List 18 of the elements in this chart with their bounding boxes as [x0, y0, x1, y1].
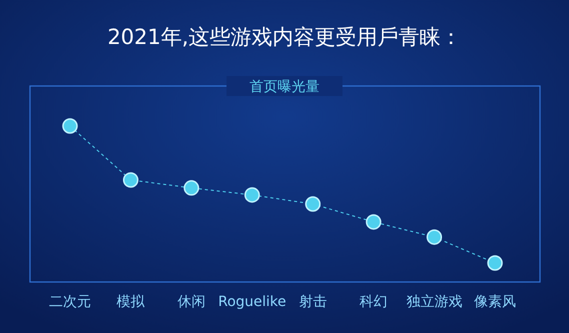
point: [305, 196, 321, 212]
x-tick-label: 射击: [298, 294, 327, 310]
point: [426, 229, 442, 245]
x-tick-label: 科幻: [360, 294, 388, 310]
x-tick-label: Roguelike: [218, 294, 286, 310]
x-tick-label: 休闲: [177, 294, 206, 310]
point: [62, 118, 78, 134]
chart-title: 2021年,这些游戏内容更受用戶青睐：: [107, 25, 462, 49]
x-tick-label: 二次元: [49, 294, 91, 310]
point: [366, 214, 382, 230]
x-tick-label: 模拟: [116, 294, 146, 310]
x-tick-label: 像素风: [474, 294, 516, 310]
x-tick-label: 独立游戏: [406, 294, 462, 310]
point: [487, 255, 503, 271]
chart-subtitle: 首页曝光量: [250, 79, 320, 95]
point: [122, 172, 138, 188]
point: [244, 187, 260, 203]
point: [184, 180, 200, 196]
